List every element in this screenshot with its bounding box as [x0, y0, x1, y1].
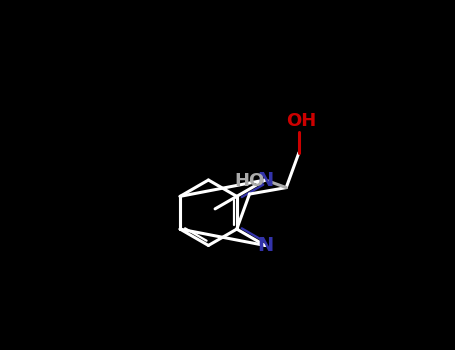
- Text: N: N: [257, 170, 273, 189]
- Text: HO: HO: [234, 172, 265, 190]
- Text: OH: OH: [286, 112, 316, 130]
- Text: N: N: [257, 236, 273, 255]
